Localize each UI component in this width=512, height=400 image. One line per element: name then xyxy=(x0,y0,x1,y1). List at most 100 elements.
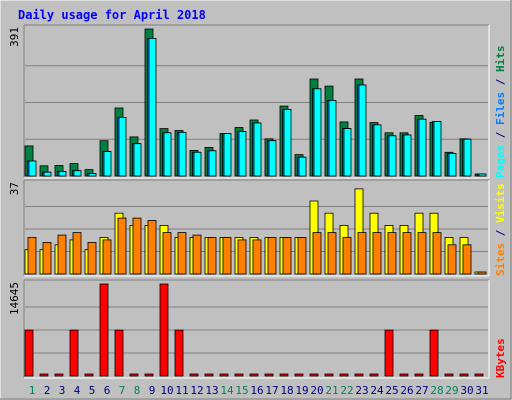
day-label-29: 29 xyxy=(445,384,458,397)
bar-pages-day-22 xyxy=(343,128,352,177)
panel-series-label: Pages / Files / Hits xyxy=(494,46,507,179)
bar-sites-day-5 xyxy=(87,241,97,275)
bar-sites-day-3 xyxy=(57,234,67,275)
bar-pages-day-14 xyxy=(223,133,232,177)
bar-kbytes-day-7 xyxy=(114,329,124,377)
bar-sites-day-19 xyxy=(297,237,307,275)
panel-kbytes: 14645 KBytes xyxy=(8,279,507,379)
bar-sites-day-17 xyxy=(267,237,277,275)
series-label-part: Files xyxy=(494,92,507,125)
bar-kbytes-day-20 xyxy=(309,373,319,377)
chart-panels: 391 Pages / Files / Hits 37 Sites / Visits 1… xyxy=(8,24,507,379)
bar-pages-day-13 xyxy=(208,150,217,177)
bar-pages-day-8 xyxy=(133,143,142,177)
day-label-26: 26 xyxy=(400,384,413,397)
bar-pages-day-24 xyxy=(373,124,382,177)
bar-pages-day-5 xyxy=(88,172,97,177)
bar-sites-day-20 xyxy=(312,232,322,275)
day-label-20: 20 xyxy=(310,384,323,397)
bar-sites-day-13 xyxy=(207,237,217,275)
bar-pages-day-26 xyxy=(403,134,412,177)
day-label-24: 24 xyxy=(370,384,384,397)
bar-pages-day-9 xyxy=(148,38,157,177)
day-label-23: 23 xyxy=(355,384,368,397)
bar-pages-day-3 xyxy=(58,171,67,177)
day-label-19: 19 xyxy=(295,384,308,397)
day-label-21: 21 xyxy=(325,384,338,397)
bar-kbytes-day-28 xyxy=(429,329,439,377)
bar-sites-day-7 xyxy=(117,217,127,275)
day-label-6: 6 xyxy=(104,384,111,397)
bar-kbytes-day-21 xyxy=(324,373,334,377)
bar-kbytes-day-5 xyxy=(84,373,94,377)
bar-pages-day-17 xyxy=(268,140,277,177)
bar-kbytes-day-30 xyxy=(459,373,469,377)
bar-sites-day-29 xyxy=(447,244,457,275)
panel-frame xyxy=(24,280,489,378)
day-label-31: 31 xyxy=(475,384,488,397)
panel-series-label: Sites / Visits xyxy=(494,183,507,276)
bar-pages-day-2 xyxy=(43,171,52,177)
bar-sites-day-6 xyxy=(102,239,112,275)
bar-sites-day-27 xyxy=(417,232,427,275)
bar-kbytes-day-3 xyxy=(54,373,64,377)
day-label-15: 15 xyxy=(235,384,248,397)
bar-pages-day-11 xyxy=(178,131,187,177)
bar-sites-day-14 xyxy=(222,237,232,275)
series-label-part: Hits xyxy=(494,46,507,73)
bar-kbytes-day-22 xyxy=(339,373,349,377)
bar-sites-day-26 xyxy=(402,232,412,275)
bar-kbytes-day-15 xyxy=(234,373,244,377)
bar-kbytes-day-25 xyxy=(384,329,394,377)
day-label-16: 16 xyxy=(250,384,263,397)
bar-kbytes-day-18 xyxy=(279,373,289,377)
bar-sites-day-1 xyxy=(27,237,37,275)
bar-pages-day-30 xyxy=(463,138,472,177)
bar-kbytes-day-27 xyxy=(414,373,424,377)
day-label-3: 3 xyxy=(59,384,66,397)
bar-pages-day-4 xyxy=(73,170,82,177)
bar-sites-day-25 xyxy=(387,232,397,275)
bar-kbytes-day-11 xyxy=(174,329,184,377)
bar-sites-day-16 xyxy=(252,239,262,275)
bar-sites-day-18 xyxy=(282,237,292,275)
bar-kbytes-day-13 xyxy=(204,373,214,377)
bar-kbytes-day-24 xyxy=(369,373,379,377)
bar-sites-day-9 xyxy=(147,220,157,275)
panel-series-label: KBytes xyxy=(494,338,507,378)
day-axis-labels: 1 2 3 4 5 6 7 8 9 10 11 12 13 14 15 16 17 18 19 20 21 22 23 24 2… xyxy=(29,384,489,397)
bar-pages-day-7 xyxy=(118,117,127,177)
day-label-25: 25 xyxy=(385,384,398,397)
bar-pages-day-10 xyxy=(163,132,172,177)
bar-pages-day-29 xyxy=(448,152,457,177)
day-label-28: 28 xyxy=(430,384,443,397)
series-label-part: Pages xyxy=(494,145,507,178)
bar-pages-day-20 xyxy=(313,88,322,177)
day-label-30: 30 xyxy=(460,384,473,397)
bar-pages-day-1 xyxy=(28,160,37,177)
series-sites xyxy=(27,217,487,275)
bar-sites-day-15 xyxy=(237,239,247,275)
bar-sites-day-2 xyxy=(42,241,52,275)
day-label-8: 8 xyxy=(134,384,141,397)
bar-pages-day-18 xyxy=(283,109,292,177)
bar-sites-day-24 xyxy=(372,232,382,275)
bar-sites-day-10 xyxy=(162,232,172,275)
panel-max-label: 37 xyxy=(8,182,21,195)
bar-pages-day-16 xyxy=(253,122,262,177)
day-label-27: 27 xyxy=(415,384,428,397)
panel-hits-files-pages: 391 Pages / Files / Hits xyxy=(8,24,507,179)
series-label-part: Sites xyxy=(494,243,507,276)
series-label-part: / xyxy=(494,125,507,145)
day-label-10: 10 xyxy=(160,384,173,397)
day-label-11: 11 xyxy=(175,384,188,397)
series-label-part: KBytes xyxy=(494,338,507,378)
day-label-4: 4 xyxy=(74,384,81,397)
series-label-part: Visits xyxy=(494,183,507,223)
panel-max-label: 14645 xyxy=(8,282,21,315)
bar-sites-day-21 xyxy=(327,232,337,275)
bar-sites-day-30 xyxy=(462,244,472,275)
day-label-17: 17 xyxy=(265,384,278,397)
bar-sites-day-28 xyxy=(432,232,442,275)
